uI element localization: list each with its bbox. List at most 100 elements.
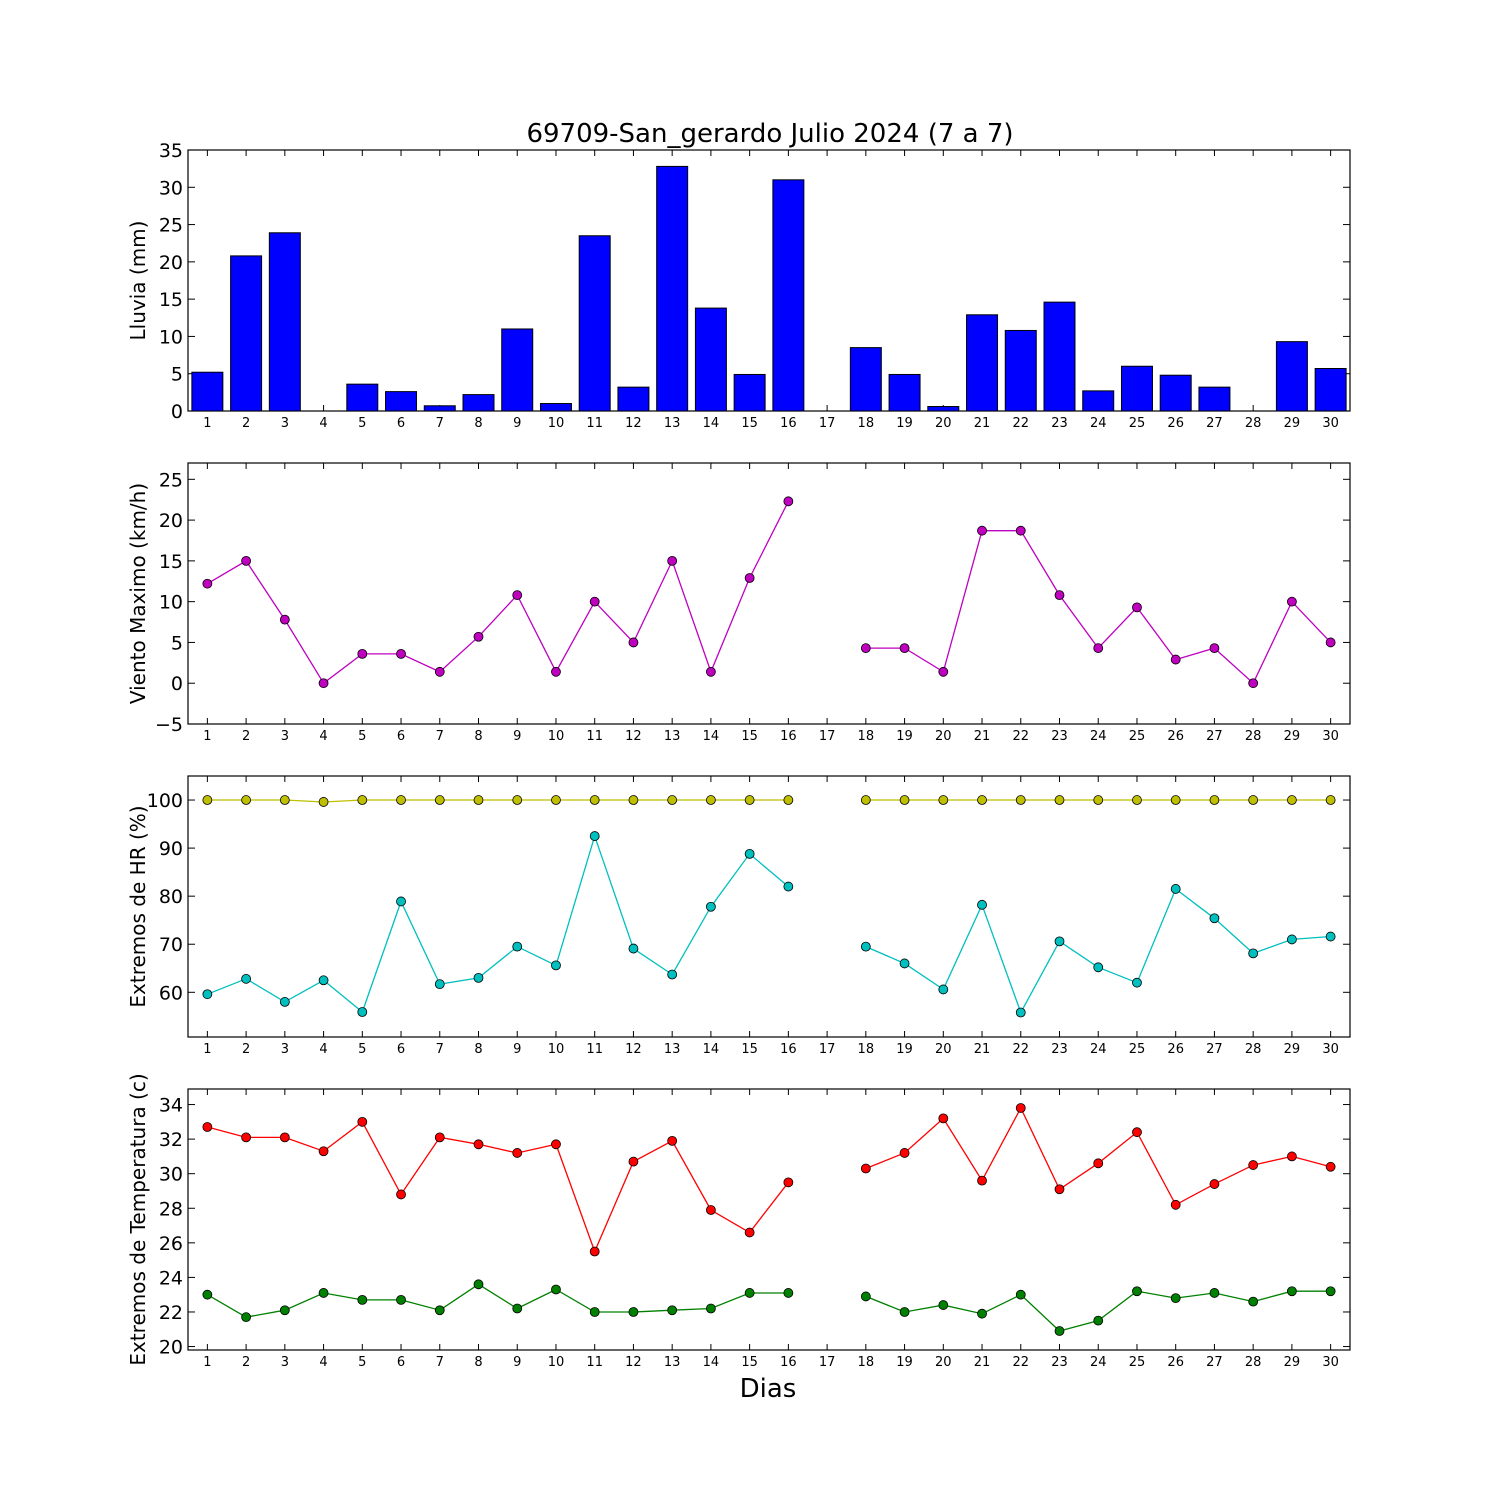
humidity-data-point (1015, 795, 1026, 805)
humidity-xtick-label: 11 (586, 1042, 603, 1057)
temperature-data-point (473, 1139, 484, 1150)
humidity-ytick-label: 80 (159, 886, 183, 908)
humidity-xtick-label: 27 (1206, 1042, 1223, 1057)
temperature-data-point (744, 1227, 755, 1238)
rain-bar (1120, 365, 1153, 412)
wind-data-point (434, 666, 445, 677)
rain-xtick-label: 18 (858, 416, 875, 431)
temperature-xtick-label: 9 (513, 1355, 521, 1370)
rain-xtick-label: 10 (548, 416, 565, 431)
temperature-data-point (1209, 1179, 1220, 1189)
rain-bar (501, 328, 534, 412)
wind-ytick-label: 15 (159, 551, 183, 573)
temperature-xtick-label: 23 (1051, 1355, 1068, 1370)
humidity-data-point (473, 795, 484, 805)
temperature-data-point (551, 1139, 561, 1150)
rain-bar (346, 383, 379, 412)
rain-bar (617, 386, 650, 412)
temperature-data-point (1015, 1289, 1026, 1300)
humidity-data-point (783, 881, 794, 892)
temperature-data-point (589, 1246, 600, 1257)
temperature-series-line (207, 1283, 789, 1318)
rain-ytick-label: 5 (171, 364, 183, 386)
humidity-data-point (1170, 795, 1181, 805)
wind-xtick-label: 29 (1284, 729, 1301, 744)
humidity-xtick-label: 2 (242, 1042, 250, 1057)
wind-data-point (1287, 596, 1297, 607)
rain-xtick-label: 27 (1206, 416, 1223, 431)
temperature-xtick-label: 21 (974, 1355, 991, 1370)
humidity-ytick-label: 60 (159, 982, 183, 1004)
rain-bar (1004, 329, 1037, 412)
temperature-series-0 (202, 1103, 1336, 1257)
temperature-data-point (434, 1305, 445, 1316)
wind-ytick-label: −5 (155, 714, 183, 736)
wind-ytick-label: 20 (159, 510, 183, 532)
rain-bar (230, 255, 263, 412)
temperature-data-point (1093, 1315, 1104, 1326)
humidity-xtick-label: 24 (1090, 1042, 1107, 1057)
wind-xtick-label: 11 (586, 729, 603, 744)
temperature-ytick-label: 24 (159, 1267, 183, 1289)
temperature-data-point (512, 1303, 523, 1314)
rain-ytick-label: 10 (159, 326, 183, 348)
humidity-xtick-label: 26 (1167, 1042, 1184, 1057)
wind-data-point (202, 578, 213, 589)
wind-data-point (589, 596, 600, 607)
wind-series-line (207, 501, 789, 685)
humidity-data-point (318, 797, 329, 807)
humidity-data-point (899, 958, 910, 969)
wind-xtick-label: 10 (548, 729, 565, 744)
temperature-data-point (977, 1308, 987, 1319)
temperature-series-line (207, 1120, 789, 1254)
temperature-ytick-label: 30 (159, 1164, 183, 1186)
temperature-xtick-label: 15 (741, 1355, 758, 1370)
rain-xtick-label: 23 (1051, 416, 1068, 431)
humidity-data-point (357, 1007, 368, 1017)
rain-xtick-label: 20 (935, 416, 952, 431)
humidity-axes-frame (187, 775, 1351, 1038)
temperature-data-point (512, 1148, 523, 1158)
humidity-data-point (1054, 936, 1065, 947)
wind-xtick-label: 16 (780, 729, 797, 744)
humidity-data-point (202, 989, 213, 1000)
temperature-xtick-label: 27 (1206, 1355, 1223, 1370)
temperature-data-point (279, 1132, 290, 1143)
temperature-data-point (279, 1305, 290, 1316)
wind-xtick-label: 14 (703, 729, 720, 744)
temperature-xtick-label: 28 (1245, 1355, 1262, 1370)
humidity-data-point (396, 896, 406, 907)
temperature-ytick-label: 34 (159, 1095, 183, 1117)
humidity-data-point (1287, 795, 1297, 805)
rain-bar (191, 371, 224, 412)
rain-bar (888, 373, 921, 412)
temperature-xtick-label: 7 (436, 1355, 444, 1370)
wind-xtick-label: 24 (1090, 729, 1107, 744)
temperature-data-point (1093, 1158, 1104, 1169)
wind-xtick-label: 15 (741, 729, 758, 744)
humidity-ytick-label: 100 (147, 790, 183, 812)
temperature-data-point (1015, 1103, 1026, 1113)
humidity-xtick-label: 9 (513, 1042, 521, 1057)
rain-xtick-label: 25 (1129, 416, 1146, 431)
temperature-xtick-label: 17 (819, 1355, 836, 1370)
rain-bar (385, 391, 418, 412)
humidity-xtick-label: 6 (397, 1042, 405, 1057)
temperature-series-1 (202, 1279, 1336, 1336)
humidity-xtick-label: 3 (281, 1042, 289, 1057)
wind-xtick-label: 30 (1322, 729, 1339, 744)
rain-xtick-label: 22 (1012, 416, 1029, 431)
humidity-xtick-label: 18 (858, 1042, 875, 1057)
temperature-data-point (899, 1307, 910, 1317)
temperature-data-point (1287, 1151, 1297, 1162)
temperature-data-point (589, 1307, 600, 1317)
wind-ytick-label: 0 (171, 673, 183, 695)
wind-data-point (1209, 643, 1220, 654)
humidity-data-point (744, 848, 755, 859)
temperature-data-point (202, 1289, 213, 1300)
temperature-xtick-label: 20 (935, 1355, 952, 1370)
rain-series-0 (191, 165, 1347, 412)
